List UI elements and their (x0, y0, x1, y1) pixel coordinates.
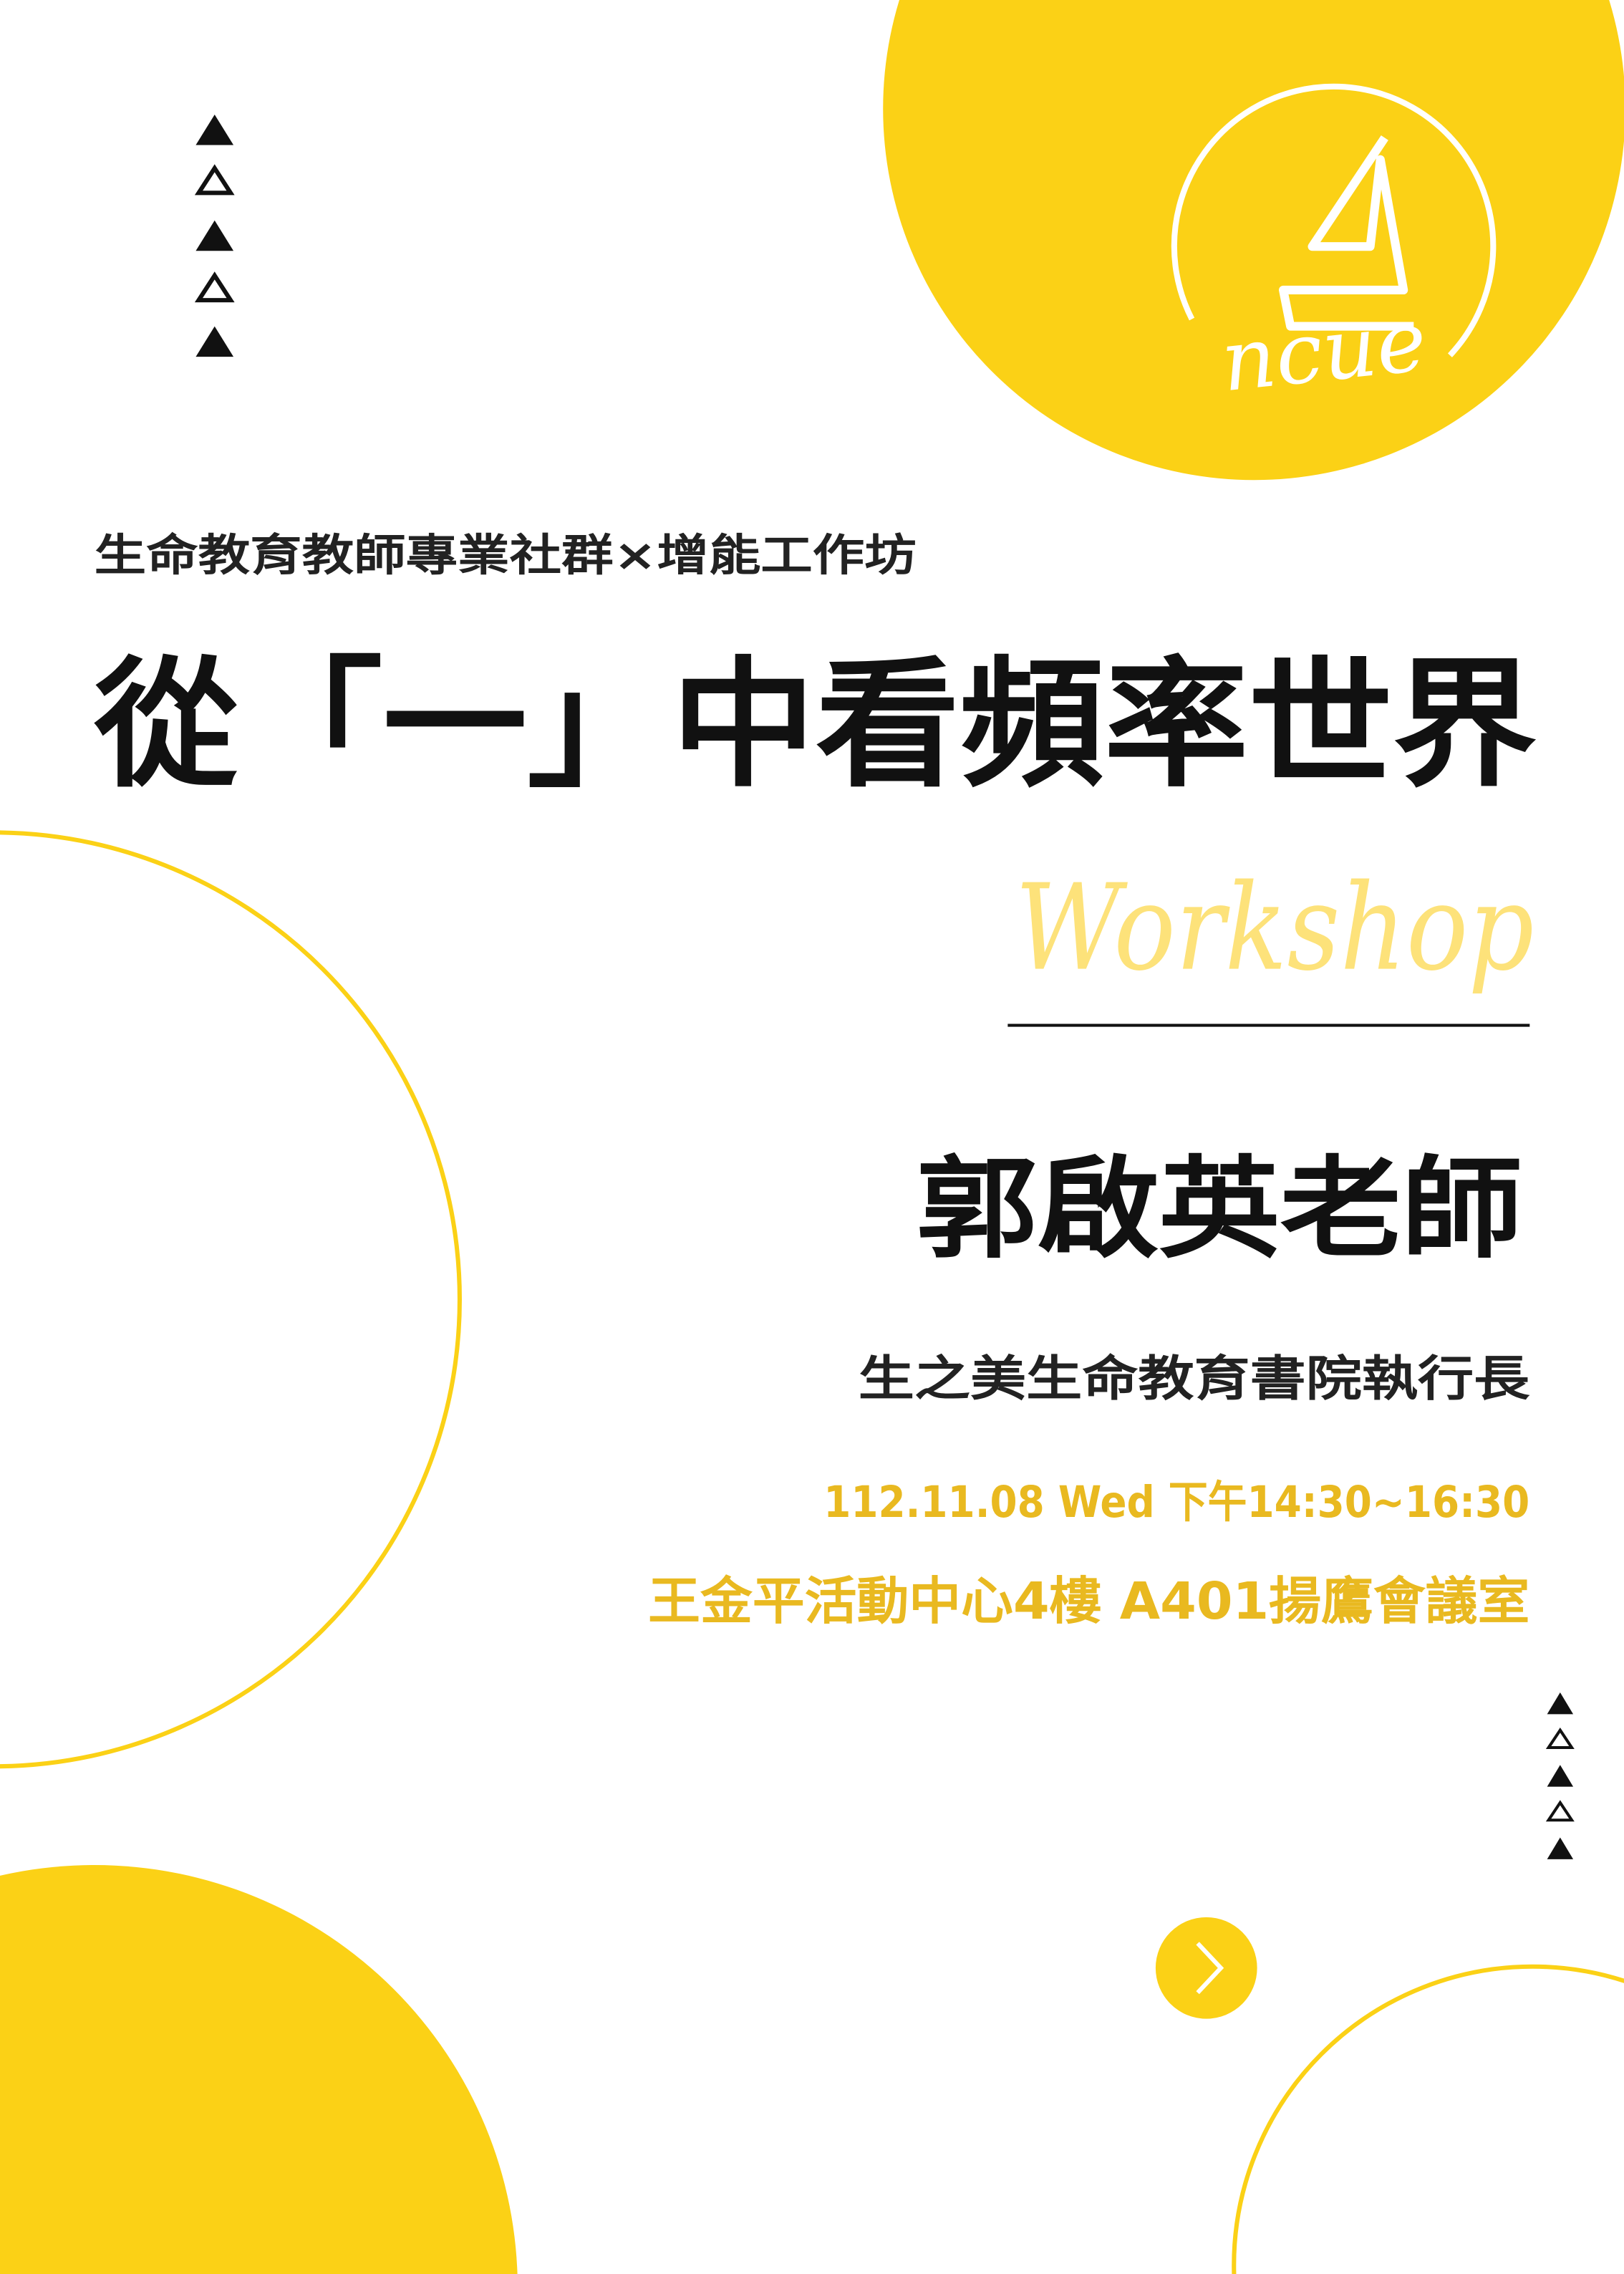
triangle (195, 326, 234, 357)
speaker-name: 郭啟英老師 (917, 1145, 1522, 1273)
triangle (1545, 1728, 1575, 1749)
next-arrow (1196, 1942, 1224, 1995)
left-ring (0, 830, 462, 1769)
logo-sail (1279, 135, 1414, 331)
tagline: Workshop (1015, 859, 1534, 998)
logo-text: ncue (1217, 292, 1431, 410)
logo-ring (1171, 83, 1497, 357)
event-venue: 王金平活動中心4樓 A401揚鷹會議室 (648, 1571, 1529, 1631)
triangle (1547, 1837, 1574, 1859)
logo: ncue (1171, 83, 1497, 410)
next-button-circle[interactable] (1155, 1917, 1257, 2019)
triangle-column-right (1545, 1692, 1575, 1859)
triangle (1547, 1692, 1574, 1715)
triangle (194, 164, 235, 196)
title: 從「一」中看頻率世界 (94, 644, 1537, 806)
next-button[interactable] (1155, 1917, 1257, 2019)
triangle (1545, 1800, 1575, 1822)
speaker-role: 生之美生命教育書院執行長 (859, 1351, 1530, 1407)
triangle (195, 114, 234, 145)
event-datetime: 112.11.08 Wed 下午14:30~16:30 (823, 1478, 1529, 1528)
triangle-column-left (194, 114, 235, 357)
triangle (194, 271, 235, 303)
bottom-left-circle (0, 1865, 518, 2274)
triangle (195, 220, 234, 251)
subtitle: 生命教育教師專業社群×增能工作坊 (95, 531, 917, 581)
triangle (1547, 1765, 1574, 1787)
bottom-right-ring (1232, 1964, 1624, 2274)
top-right-circle (883, 0, 1624, 481)
